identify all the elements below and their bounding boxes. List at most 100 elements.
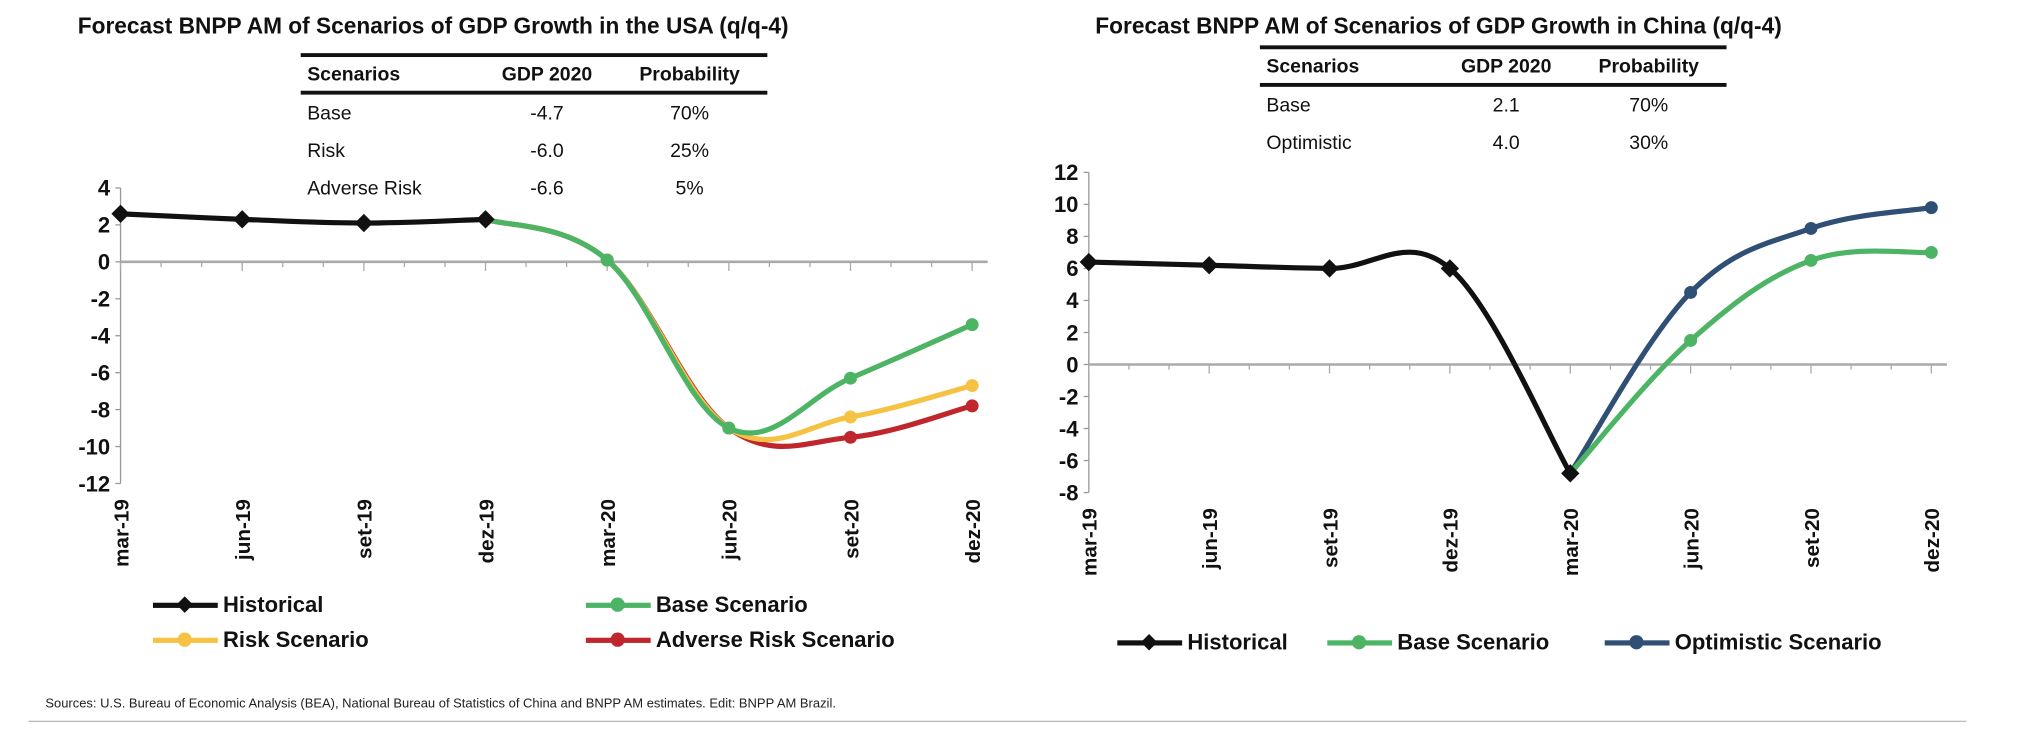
x-tick-label: set-20 <box>840 499 863 559</box>
data-point <box>1079 252 1098 272</box>
scenario-name: Optimistic <box>1266 132 1352 155</box>
legend-optimistic-china: Optimistic Scenario <box>1604 630 1882 656</box>
circle-marker-icon <box>585 632 651 647</box>
data-point <box>965 318 979 332</box>
header-gdp: GDP 2020 <box>1460 55 1552 78</box>
y-tick-label: -2 <box>91 287 111 312</box>
y-tick-label: -4 <box>91 323 111 348</box>
data-point <box>233 210 252 229</box>
scenario-name: Adverse Risk <box>307 177 422 200</box>
y-tick-label: -6 <box>1059 448 1079 473</box>
legend-label: Adverse Risk Scenario <box>655 627 895 652</box>
data-point <box>600 253 614 267</box>
series-line-optimistic-scenario <box>1568 205 1932 475</box>
data-point <box>354 213 374 233</box>
gdp-value: 2.1 <box>1492 94 1520 117</box>
header-scenarios: Scenarios <box>307 62 401 85</box>
data-point <box>1684 333 1698 347</box>
series-line-historical <box>1088 249 1573 475</box>
data-point <box>111 204 130 223</box>
gdp-value: -4.7 <box>530 102 564 125</box>
x-tick-label: set-19 <box>354 499 377 559</box>
divider <box>28 720 1967 722</box>
scenario-name: Base <box>307 102 352 125</box>
probability-value: 30% <box>1629 132 1669 155</box>
table-header: Scenarios GDP 2020 Probability <box>1259 45 1727 87</box>
data-point <box>476 210 495 229</box>
circle-marker-icon <box>585 597 651 612</box>
probability-value: 70% <box>670 102 710 125</box>
y-tick-label: 8 <box>1066 224 1078 249</box>
legend-historical-china: Historical <box>1117 630 1288 656</box>
x-tick-label: jun-20 <box>719 499 742 561</box>
sources-note: Sources: U.S. Bureau of Economic Analysi… <box>45 697 836 712</box>
table-row: Adverse Risk -6.6 5% <box>301 170 768 208</box>
usa-chart-title: Forecast BNPP AM of Scenarios of GDP Gro… <box>77 12 789 39</box>
y-tick-label: 0 <box>98 250 110 275</box>
usa-scenario-table: Scenarios GDP 2020 Probability Base -4.7 7… <box>300 53 768 208</box>
gdp-value: -6.6 <box>530 177 564 200</box>
series-line-historical <box>120 211 486 226</box>
y-tick-label: 4 <box>98 176 111 201</box>
series-line-risk-scenario <box>484 216 973 443</box>
x-tick-label: mar-20 <box>1560 508 1583 576</box>
diamond-marker-icon <box>1117 634 1183 651</box>
table-row: Base -4.7 70% <box>301 95 768 133</box>
x-tick-label: mar-19 <box>1079 508 1102 576</box>
y-tick-label: 12 <box>1054 160 1079 185</box>
data-point <box>1440 259 1460 278</box>
data-point <box>722 421 736 435</box>
legend-risk-usa: Risk Scenario <box>152 627 369 653</box>
data-point <box>1924 245 1938 259</box>
legend-historical-usa: Historical <box>152 592 324 618</box>
data-point <box>844 410 857 424</box>
data-point <box>965 379 979 393</box>
header-probability: Probability <box>1598 55 1699 78</box>
x-tick-label: jun-19 <box>1199 508 1222 570</box>
y-tick-label: -10 <box>78 434 110 459</box>
table-row: Base 2.1 70% <box>1260 87 1727 125</box>
x-tick-label: dez-20 <box>962 499 985 563</box>
legend-base-usa: Base Scenario <box>585 592 808 618</box>
data-point <box>1804 253 1818 267</box>
y-tick-label: 6 <box>1066 256 1078 281</box>
series-line-base-scenario <box>1568 248 1932 476</box>
data-point <box>1320 259 1339 278</box>
china-scenario-table: Scenarios GDP 2020 Probability Base 2.1 70… <box>1259 45 1727 162</box>
probability-value: 5% <box>675 177 704 200</box>
legend-base-china: Base Scenario <box>1327 630 1549 656</box>
y-tick-label: 2 <box>1066 320 1078 345</box>
legend-label: Historical <box>222 592 324 617</box>
legend-adverse-usa: Adverse Risk Scenario <box>585 627 895 653</box>
legend-label: Risk Scenario <box>222 627 369 652</box>
y-tick-label: 2 <box>98 213 110 238</box>
x-tick-label: jun-20 <box>1680 508 1703 570</box>
table-row: Risk -6.0 25% <box>301 132 768 170</box>
probability-value: 25% <box>670 139 710 163</box>
x-tick-label: mar-19 <box>110 499 133 567</box>
x-tick-label: dez-19 <box>475 499 498 563</box>
data-point <box>1804 221 1818 235</box>
gdp-value: 4.0 <box>1492 132 1520 155</box>
y-tick-label: 4 <box>1066 288 1079 313</box>
y-tick-label: -12 <box>78 471 110 496</box>
data-point <box>1924 201 1938 215</box>
data-point <box>965 399 979 413</box>
y-tick-label: 0 <box>1066 352 1078 377</box>
header-probability: Probability <box>639 62 740 85</box>
y-tick-label: 10 <box>1054 192 1079 217</box>
circle-marker-icon <box>1327 635 1393 650</box>
table-row: Optimistic 4.0 30% <box>1260 124 1727 162</box>
y-tick-label: -6 <box>91 360 111 385</box>
x-tick-label: set-19 <box>1319 508 1342 568</box>
scenario-name: Base <box>1266 94 1311 117</box>
data-point <box>1200 256 1219 275</box>
x-tick-label: dez-20 <box>1921 508 1944 572</box>
x-tick-label: set-20 <box>1801 508 1824 568</box>
legend-label: Base Scenario <box>655 592 808 617</box>
header-scenarios: Scenarios <box>1266 55 1360 78</box>
y-tick-label: -8 <box>91 397 111 422</box>
